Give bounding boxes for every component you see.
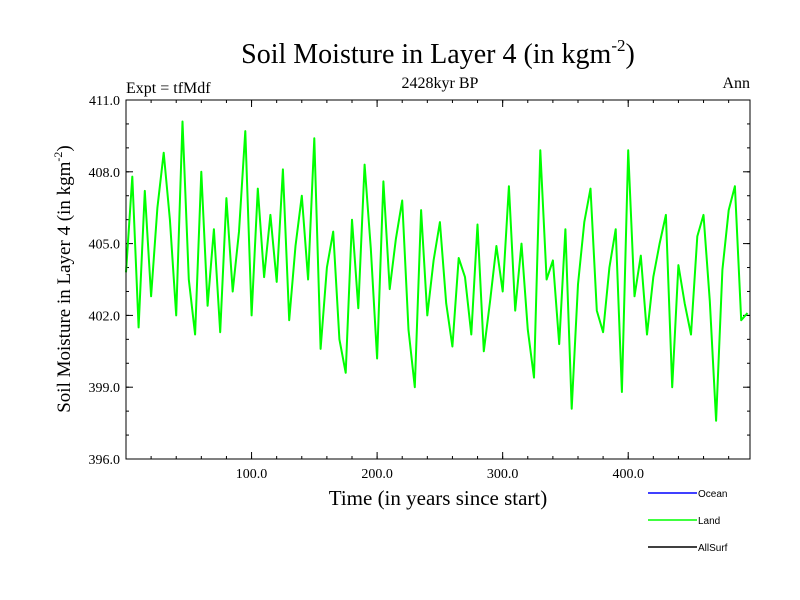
x-axis-ticks: 100.0 200.0 300.0 400.0 — [150, 100, 730, 482]
y-tick-label: 411.0 — [89, 94, 120, 109]
x-tick-label: 100.0 — [236, 467, 268, 482]
legend-label-ocean: Ocean — [698, 489, 727, 500]
legend-label-allsurf: AllSurf — [698, 543, 728, 554]
y-tick-label: 396.0 — [89, 453, 121, 468]
y-tick-label: 408.0 — [89, 166, 121, 181]
chart-title: Soil Moisture in Layer 4 (in kgm-2) — [241, 36, 635, 70]
legend: Ocean Land AllSurf — [648, 489, 728, 554]
expt-label: Expt = tfMdf — [126, 80, 211, 97]
chart-subtitle: 2428kyr BP — [402, 75, 479, 92]
x-tick-label: 300.0 — [487, 467, 519, 482]
season-label: Ann — [722, 75, 750, 92]
legend-label-land: Land — [698, 516, 720, 527]
y-tick-label: 405.0 — [89, 238, 121, 253]
y-axis-label: Soil Moisture in Layer 4 (in kgm-2) — [51, 145, 75, 413]
y-tick-label: 402.0 — [89, 309, 121, 324]
x-tick-label: 200.0 — [361, 467, 393, 482]
series-line-land — [125, 120, 749, 422]
y-tick-label: 399.0 — [89, 381, 121, 396]
plot-frame — [125, 99, 751, 460]
x-axis-label: Time (in years since start) — [329, 486, 548, 510]
plot-area — [125, 120, 749, 422]
x-tick-label: 400.0 — [612, 467, 644, 482]
